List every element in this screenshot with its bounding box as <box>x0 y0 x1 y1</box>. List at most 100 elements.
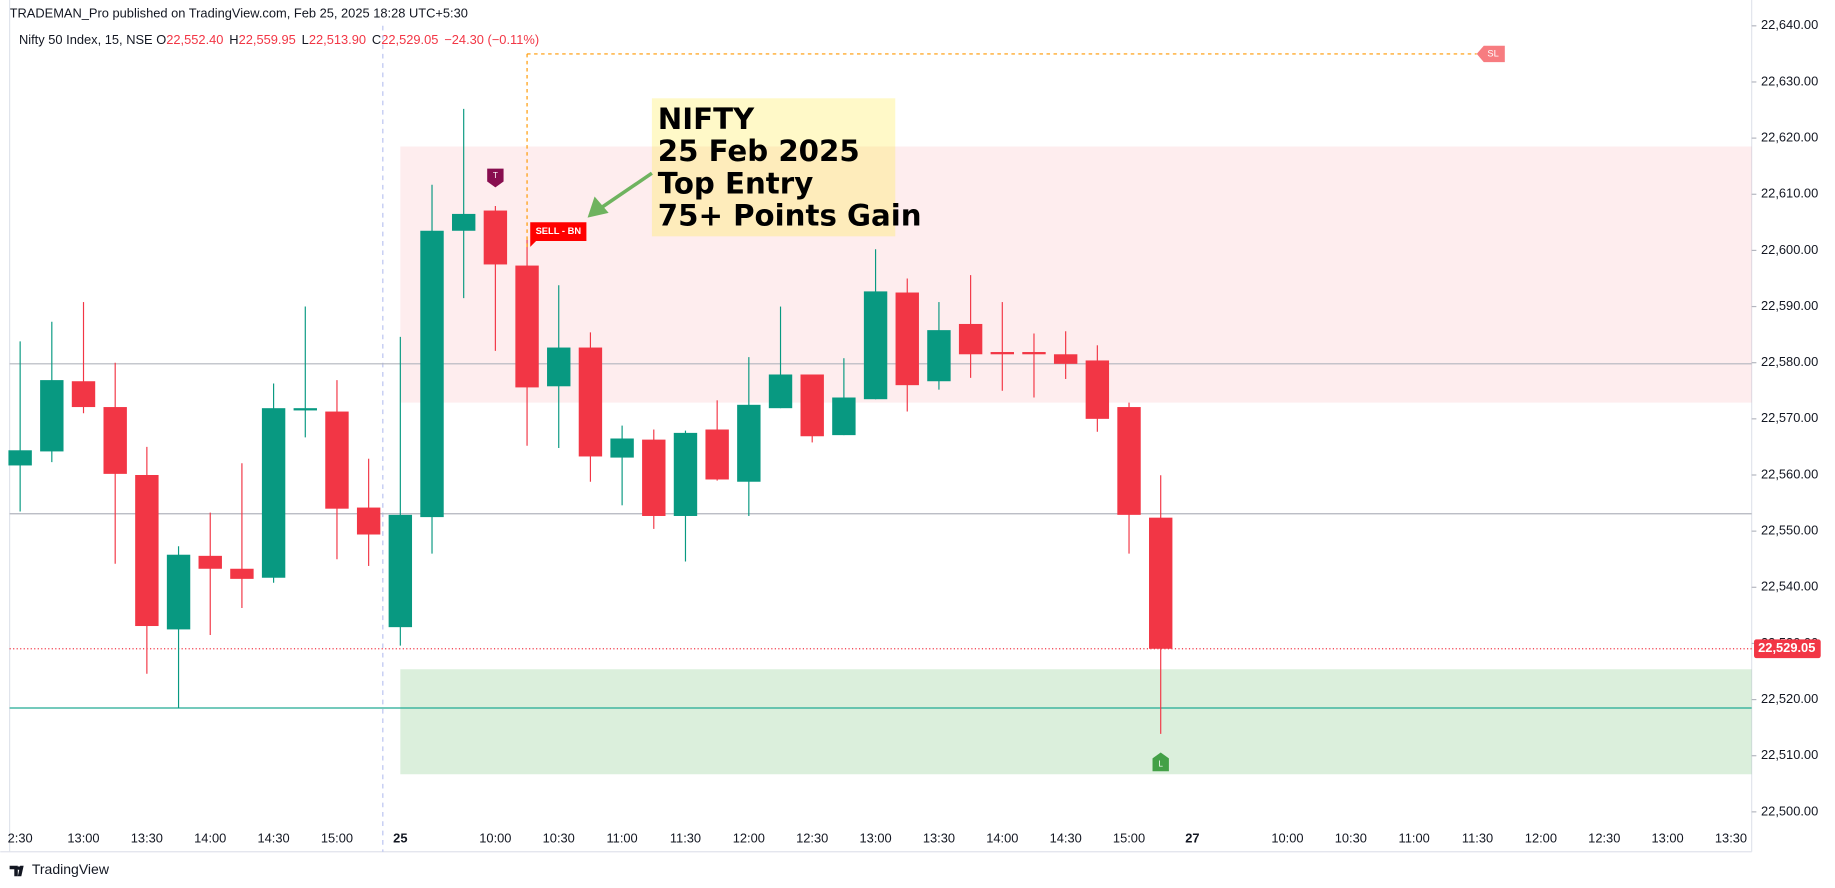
low-marker-bg <box>1152 752 1169 772</box>
y-tick-label: 22,620.00 <box>1761 130 1818 145</box>
y-tick-label: 22,640.00 <box>1761 17 1818 32</box>
footer-logo: TradingView <box>9 861 110 877</box>
top-marker: T <box>493 171 498 180</box>
candle-body <box>420 230 444 518</box>
ohlc-value: 22,513.90 <box>309 32 366 47</box>
x-tick-label: 12:30 <box>796 830 828 845</box>
candle-body <box>863 291 888 400</box>
x-tick-label: 11:30 <box>670 830 701 845</box>
last-price-tag: 22,529.05 <box>1754 639 1821 659</box>
candle-body <box>135 474 159 627</box>
candle-body <box>1117 407 1141 515</box>
signal-bg <box>530 222 587 247</box>
candle-body <box>895 292 919 386</box>
x-tick-label: 11:00 <box>606 830 637 845</box>
stop-loss-label: SL <box>1487 48 1498 58</box>
ohlc-key: L <box>302 32 309 47</box>
x-tick-label: 13:00 <box>67 830 99 845</box>
candle-body <box>103 407 127 474</box>
candle-body <box>927 330 951 382</box>
candle-body <box>230 568 254 579</box>
candle-body <box>515 265 539 388</box>
ohlc-key: O <box>156 32 166 47</box>
candle-body <box>8 450 32 466</box>
x-tick-label: 12:00 <box>1525 830 1557 845</box>
candle-body <box>768 374 793 409</box>
ohlc-value: 22,559.95 <box>239 32 296 47</box>
x-tick-label: 27 <box>1185 830 1199 845</box>
y-tick-label: 22,500.00 <box>1761 803 1818 818</box>
annotation-line: NIFTY <box>658 102 755 136</box>
y-tick-label: 22,580.00 <box>1761 354 1818 369</box>
zone <box>400 669 1752 775</box>
x-tick-label: 13:00 <box>1652 830 1684 845</box>
y-tick-label: 22,610.00 <box>1761 186 1818 201</box>
candle-body <box>325 411 349 509</box>
candle-body <box>1149 517 1173 649</box>
x-tick-label: 10:00 <box>479 830 511 845</box>
y-tick-label: 22,510.00 <box>1761 747 1818 762</box>
symbol: Nifty 50 Index, 15, NSE <box>19 32 153 47</box>
x-tick-label: 10:30 <box>1335 830 1367 845</box>
y-tick-label: 22,550.00 <box>1761 523 1818 538</box>
candle-body <box>356 507 381 535</box>
x-tick-label: 11:30 <box>1462 830 1493 845</box>
candle-body <box>737 404 761 482</box>
x-tick-label: 14:00 <box>194 830 226 845</box>
annotation-line: 25 Feb 2025 <box>658 134 860 168</box>
x-tick-label: 13:30 <box>923 830 955 845</box>
low-marker: L <box>1158 759 1163 768</box>
y-tick-label: 22,560.00 <box>1761 466 1818 481</box>
x-tick-label: 15:00 <box>1113 830 1145 845</box>
ohlc-key: H <box>229 32 238 47</box>
candle-body <box>1085 360 1110 419</box>
candle-body <box>198 555 222 569</box>
ohlc-value: 22,529.05 <box>381 32 438 47</box>
candle-body <box>166 554 191 630</box>
candle-body <box>40 380 64 452</box>
annotation-arrow <box>599 171 653 210</box>
x-tick-label: 13:30 <box>131 830 163 845</box>
candle-body <box>71 381 96 408</box>
y-tick-label: 22,520.00 <box>1761 691 1818 706</box>
x-tick-label: 14:00 <box>986 830 1018 845</box>
y-tick-label: 22,570.00 <box>1761 410 1818 425</box>
x-tick-label: 15:00 <box>321 830 353 845</box>
candle-body <box>958 323 983 355</box>
candle-body <box>483 210 508 265</box>
ohlc-key: C <box>372 32 381 47</box>
candle-body <box>1053 354 1078 364</box>
x-tick-label: 11:00 <box>1399 830 1430 845</box>
ohlc-value: 22,552.40 <box>166 32 223 47</box>
top-marker-bg <box>487 168 504 188</box>
footer: TradingView <box>32 861 110 877</box>
legend-text: Nifty 50 Index, 15, NSE O22,552.40 H22,55… <box>19 32 539 47</box>
x-tick-label: 12:00 <box>733 830 765 845</box>
x-tick-label: 10:30 <box>543 830 575 845</box>
annotation-line: Top Entry <box>658 166 813 200</box>
x-tick-label: 13:30 <box>1715 830 1747 845</box>
change: −24.30 (−0.11%) <box>444 32 539 47</box>
annotation-arrowhead <box>587 196 609 218</box>
y-tick-label: 22,600.00 <box>1761 242 1818 257</box>
legend: Nifty 50 Index, 15, NSE O22,552.40 H22,55… <box>19 32 539 47</box>
y-tick-label: 22,590.00 <box>1761 298 1818 313</box>
y-tick-label: 22,630.00 <box>1761 73 1818 88</box>
signal-label: SELL - BN <box>536 226 582 236</box>
price-tag-bg <box>1754 639 1821 659</box>
x-tick-label: 13:00 <box>859 830 891 845</box>
x-tick-label: 25 <box>393 830 407 845</box>
candle-body <box>642 439 666 516</box>
candle-body <box>610 438 634 458</box>
candle-body <box>261 408 286 578</box>
x-tick-label: 14:30 <box>1050 830 1082 845</box>
candle-body <box>673 432 698 516</box>
annotation-box <box>651 98 896 237</box>
x-tick-label: 12:30 <box>1588 830 1620 845</box>
candle-body <box>293 408 317 411</box>
header: TRADEMAN_Pro published on TradingView.co… <box>10 5 468 20</box>
annotation-line: 75+ Points Gain <box>658 199 922 233</box>
candle-body <box>547 347 571 387</box>
